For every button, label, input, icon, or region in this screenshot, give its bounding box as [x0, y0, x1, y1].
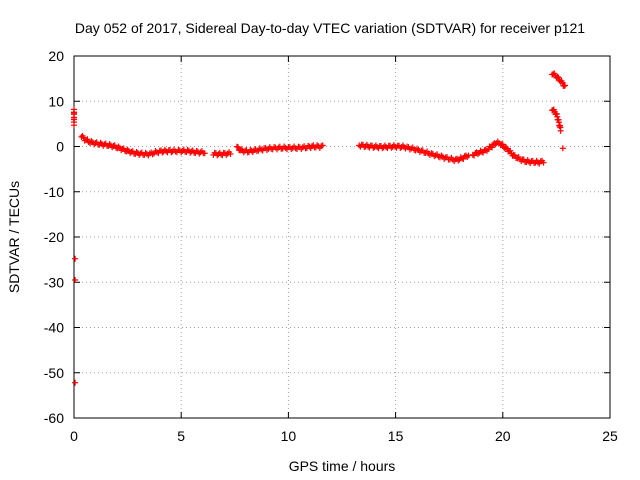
y-tick-label: -50 [44, 365, 64, 381]
data-point [561, 83, 568, 90]
data-point [81, 137, 88, 144]
data-point [561, 82, 568, 89]
data-point [115, 143, 122, 150]
data-point [540, 159, 547, 166]
data-point [72, 255, 79, 262]
data-point [168, 149, 175, 156]
y-axis-label: SDTVAR / TECUs [6, 181, 22, 293]
data-point [72, 379, 79, 386]
data-point [489, 144, 496, 151]
data-point [460, 155, 467, 162]
data-point [282, 144, 289, 151]
data-point [474, 151, 481, 158]
data-point [555, 74, 562, 81]
data-point [507, 147, 514, 154]
data-point [314, 142, 321, 149]
data-point [559, 145, 566, 152]
data-point [455, 157, 462, 164]
x-tick-label: 5 [177, 428, 185, 444]
data-point [124, 146, 131, 153]
data-point [511, 152, 518, 159]
data-point [534, 159, 541, 166]
data-point [465, 152, 472, 159]
data-point [499, 141, 506, 148]
x-axis-label: GPS time / hours [289, 458, 396, 474]
y-tick-label: -10 [44, 184, 64, 200]
y-tick-label: -20 [44, 229, 64, 245]
data-point [557, 127, 564, 134]
grid-lines [74, 56, 610, 418]
data-point [106, 141, 113, 148]
x-tick-label: 0 [70, 428, 78, 444]
data-point [133, 148, 140, 155]
data-point [84, 136, 91, 143]
data-point [238, 146, 245, 153]
x-tick-label: 15 [388, 428, 404, 444]
data-point [319, 142, 326, 149]
chart-title: Day 052 of 2017, Sidereal Day-to-day VTE… [75, 20, 585, 36]
data-point [235, 144, 242, 151]
data-points [71, 70, 568, 386]
x-tick-label: 10 [281, 428, 297, 444]
data-point [227, 150, 234, 157]
y-tick-label: 10 [48, 93, 64, 109]
data-point [72, 276, 79, 283]
axis-ticks: 0 5 10 15 20 25 20 10 0 -10 -20 -30 -40 -50 -60 [44, 48, 618, 444]
x-tick-label: 25 [602, 428, 618, 444]
x-tick-label: 20 [495, 428, 511, 444]
y-tick-label: 0 [56, 139, 64, 155]
y-tick-label: -60 [44, 410, 64, 426]
y-tick-label: 20 [48, 48, 64, 64]
data-point [71, 122, 77, 129]
y-tick-label: -30 [44, 274, 64, 290]
y-tick-label: -40 [44, 320, 64, 336]
data-point [201, 150, 208, 157]
data-point [88, 138, 95, 145]
